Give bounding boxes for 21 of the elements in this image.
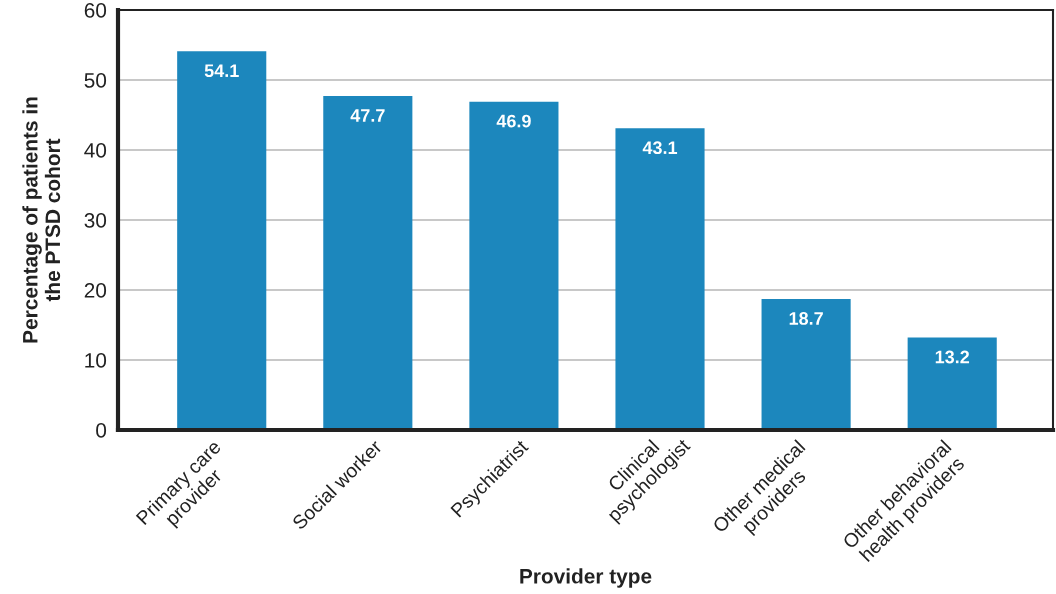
y-tick-label: 20 xyxy=(84,283,107,298)
y-tick-label: 10 xyxy=(85,353,107,368)
bar xyxy=(761,299,851,430)
y-tick-label: 0 xyxy=(96,423,107,438)
data-label: 13.2 xyxy=(935,350,970,364)
data-label: 46.9 xyxy=(496,114,531,128)
data-label: 18.7 xyxy=(789,312,823,325)
y-axis-title: Percentage of patients in the PTSD cohort xyxy=(22,97,61,343)
y-tick-label: 30 xyxy=(84,213,107,228)
bar xyxy=(177,51,267,430)
data-label: 43.1 xyxy=(642,141,678,155)
y-tick-label: 50 xyxy=(84,73,107,88)
data-label: 47.7 xyxy=(350,109,385,122)
data-label: 54.1 xyxy=(204,64,239,78)
x-axis-title: Provider type xyxy=(520,568,652,588)
bar xyxy=(615,128,705,430)
y-tick-label: 60 xyxy=(84,3,107,18)
bar xyxy=(323,96,413,430)
y-tick-label: 40 xyxy=(84,143,107,158)
bar xyxy=(907,337,997,430)
bar xyxy=(469,101,559,430)
